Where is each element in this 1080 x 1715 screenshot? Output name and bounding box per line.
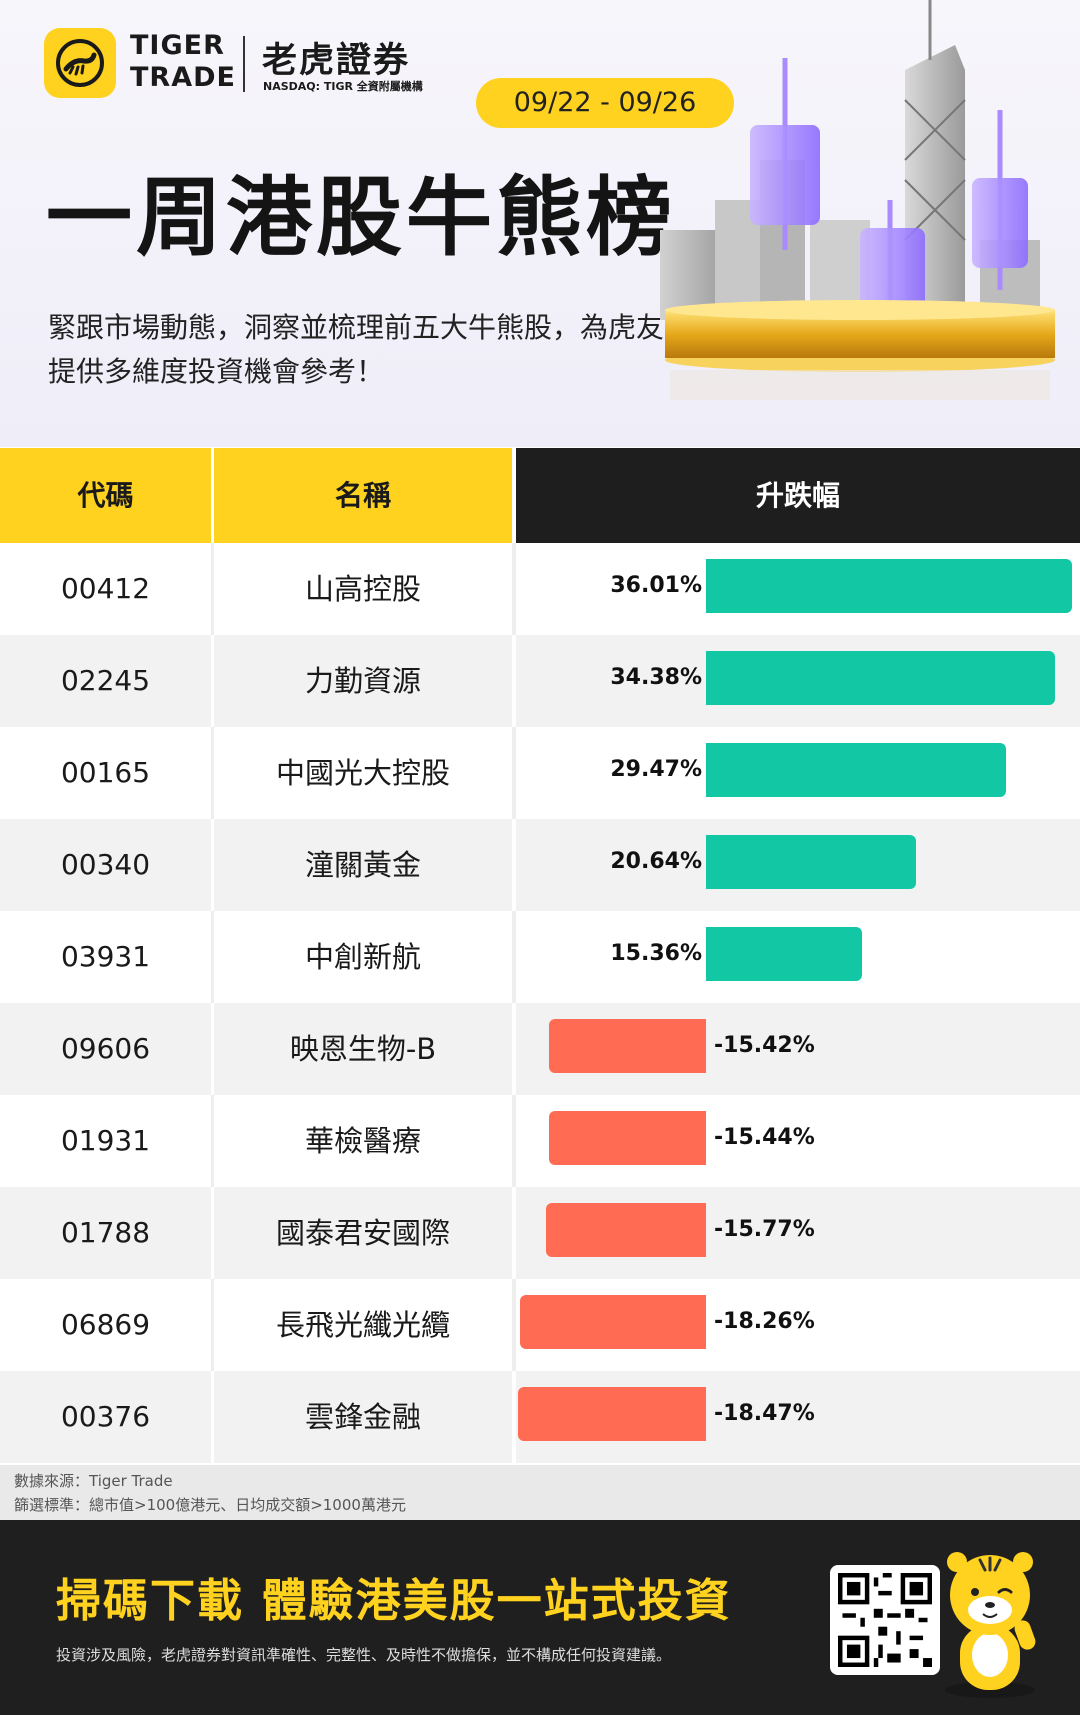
column-divider [512,1279,516,1371]
table-row: 03931 中創新航 15.36% [0,911,1080,1003]
loss-bar [546,1203,706,1257]
column-divider [512,1095,516,1187]
table-row: 01931 華檢醫療 -15.44% [0,1095,1080,1187]
table-row: 09606 映恩生物-B -15.42% [0,1003,1080,1095]
page-subtitle: 緊跟市場動態，洞察並梳理前五大牛熊股，為虎友提供多維度投資機會參考！ [48,306,678,394]
stock-code: 03931 [0,911,211,1003]
stock-code: 00376 [0,1371,211,1463]
data-source-text: 數據來源：Tiger Trade [14,1469,1080,1493]
column-divider [512,543,516,635]
loss-bar [549,1019,706,1073]
stock-name: 國泰君安國際 [214,1187,512,1279]
qr-code-icon[interactable] [830,1565,940,1675]
stock-code: 09606 [0,1003,211,1095]
change-label: 20.64% [610,819,702,905]
table-row: 00340 潼關黃金 20.64% [0,819,1080,911]
column-divider [512,911,516,1003]
change-label: -18.26% [714,1279,815,1365]
column-divider [512,727,516,819]
table-body: 00412 山高控股 36.01% 02245 力勤資源 34.38% 00165 中國光大控… [0,543,1080,1463]
logo-subtitle: NASDAQ: TIGR 全資附屬機構 [263,78,423,94]
stock-code: 06869 [0,1279,211,1371]
stock-code: 00340 [0,819,211,911]
city-skyline-icon [660,0,1080,447]
change-label: 36.01% [610,543,702,629]
loss-bar [518,1387,706,1441]
download-cta: 掃碼下載 體驗港美股一站式投資 [56,1564,732,1629]
change-label: -15.42% [714,1003,815,1089]
stock-code: 00412 [0,543,211,635]
gain-bar [706,927,862,981]
change-label: -15.44% [714,1095,815,1181]
tiger-mascot-icon [935,1540,1045,1705]
loss-bar [549,1111,706,1165]
page-title: 一周港股牛熊榜 [46,168,676,268]
stock-name: 山高控股 [214,543,512,635]
table-row: 00412 山高控股 36.01% [0,543,1080,635]
change-label: 34.38% [610,635,702,721]
gain-bar [706,559,1072,613]
column-divider [512,635,516,727]
filter-criteria-text: 篩選標準：總市值>100億港元、日均成交額>1000萬港元 [14,1493,1080,1517]
risk-disclaimer: 投資涉及風險，老虎證券對資訊準確性、完整性、及時性不做擔保，並不構成任何投資建議… [56,1644,671,1665]
column-header-code: 代碼 [0,448,211,543]
column-divider [512,1003,516,1095]
logo-wordmark-en: TIGER TRADE [130,30,236,94]
column-header-change: 升跌幅 [516,448,1080,543]
gain-bar [706,651,1055,705]
change-label: 29.47% [610,727,702,813]
loss-bar [520,1295,706,1349]
table-header: 代碼 名稱 升跌幅 [0,448,1080,543]
tiger-logo-icon [44,28,116,98]
stock-name: 力勤資源 [214,635,512,727]
table-row: 06869 長飛光纖光纜 -18.26% [0,1279,1080,1371]
column-divider [512,1371,516,1463]
stock-name: 映恩生物-B [214,1003,512,1095]
bull-bear-table: 代碼 名稱 升跌幅 00412 山高控股 36.01% 02245 力勤資源 34.38%… [0,448,1080,1463]
logo-divider [243,36,245,92]
gain-bar [706,835,916,889]
stock-name: 華檢醫療 [214,1095,512,1187]
table-row: 00165 中國光大控股 29.47% [0,727,1080,819]
change-label: 15.36% [610,911,702,997]
stock-name: 潼關黃金 [214,819,512,911]
stock-name: 雲鋒金融 [214,1371,512,1463]
header-banner: TIGER TRADE 老虎證券 NASDAQ: TIGR 全資附屬機構 09/… [0,0,1080,447]
table-row: 01788 國泰君安國際 -15.77% [0,1187,1080,1279]
change-label: -18.47% [714,1371,815,1457]
gain-bar [706,743,1006,797]
change-label: -15.77% [714,1187,815,1273]
column-divider [512,1187,516,1279]
table-row: 02245 力勤資源 34.38% [0,635,1080,727]
logo-wordmark-cn: 老虎證券 [262,32,410,83]
footer-banner: 掃碼下載 體驗港美股一站式投資 投資涉及風險，老虎證券對資訊準確性、完整性、及時… [0,1520,1080,1715]
column-header-name: 名稱 [214,448,512,543]
stock-name: 長飛光纖光纜 [214,1279,512,1371]
stock-code: 01931 [0,1095,211,1187]
stock-code: 02245 [0,635,211,727]
table-row: 00376 雲鋒金融 -18.47% [0,1371,1080,1463]
stock-name: 中創新航 [214,911,512,1003]
stock-name: 中國光大控股 [214,727,512,819]
stock-code: 00165 [0,727,211,819]
column-divider [512,819,516,911]
stock-code: 01788 [0,1187,211,1279]
source-note: 數據來源：Tiger Trade 篩選標準：總市值>100億港元、日均成交額>1… [0,1465,1080,1520]
